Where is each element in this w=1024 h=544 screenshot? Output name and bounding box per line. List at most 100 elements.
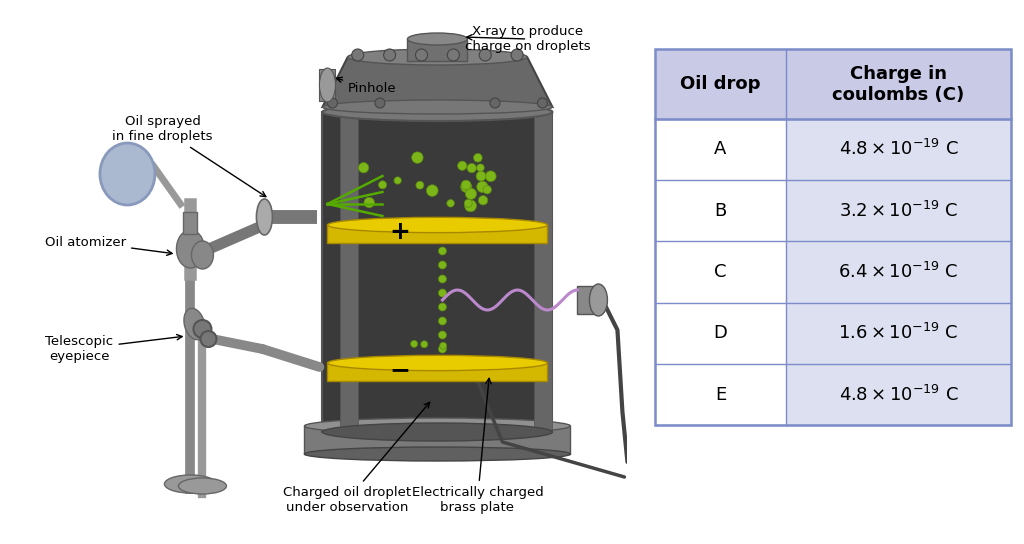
- Circle shape: [464, 199, 472, 207]
- Text: −: −: [389, 358, 410, 382]
- Text: Charged oil droplet
under observation: Charged oil droplet under observation: [284, 403, 430, 514]
- Circle shape: [461, 180, 471, 190]
- Circle shape: [411, 341, 418, 348]
- Circle shape: [426, 185, 438, 196]
- Circle shape: [394, 177, 401, 184]
- Ellipse shape: [191, 241, 213, 269]
- Text: Telescopic
eyepiece: Telescopic eyepiece: [45, 335, 182, 363]
- Circle shape: [375, 98, 385, 108]
- Text: +: +: [389, 220, 410, 244]
- Ellipse shape: [319, 68, 336, 102]
- Text: Electrically charged
brass plate: Electrically charged brass plate: [412, 378, 544, 514]
- Ellipse shape: [256, 199, 272, 235]
- Text: B: B: [715, 202, 727, 220]
- Ellipse shape: [184, 308, 205, 339]
- Circle shape: [438, 261, 446, 269]
- Ellipse shape: [304, 447, 570, 461]
- Circle shape: [465, 188, 476, 200]
- Bar: [535, 112, 552, 432]
- Bar: [183, 212, 198, 234]
- FancyBboxPatch shape: [655, 119, 785, 180]
- Text: A: A: [715, 140, 727, 158]
- Ellipse shape: [304, 418, 570, 434]
- Circle shape: [379, 181, 387, 189]
- Bar: [328, 225, 548, 243]
- Text: $4.8 \times 10^{-19}$ C: $4.8 \times 10^{-19}$ C: [839, 385, 958, 405]
- Text: E: E: [715, 386, 726, 404]
- Ellipse shape: [323, 100, 552, 114]
- Circle shape: [479, 49, 492, 61]
- Ellipse shape: [100, 143, 155, 205]
- Bar: [323, 112, 552, 432]
- Circle shape: [438, 247, 446, 255]
- Text: Oil drop: Oil drop: [680, 75, 761, 93]
- Text: $3.2 \times 10^{-19}$ C: $3.2 \times 10^{-19}$ C: [839, 201, 958, 221]
- Circle shape: [477, 181, 488, 193]
- FancyBboxPatch shape: [655, 364, 785, 425]
- Circle shape: [476, 164, 484, 171]
- Circle shape: [458, 161, 467, 170]
- Ellipse shape: [323, 103, 552, 121]
- Text: Oil atomizer: Oil atomizer: [45, 236, 172, 255]
- Circle shape: [447, 49, 460, 61]
- Circle shape: [483, 186, 492, 194]
- Ellipse shape: [348, 49, 527, 65]
- FancyBboxPatch shape: [785, 242, 1012, 302]
- Polygon shape: [323, 57, 552, 107]
- Circle shape: [438, 345, 446, 353]
- Circle shape: [384, 49, 395, 61]
- Bar: [328, 363, 548, 381]
- FancyBboxPatch shape: [785, 302, 1012, 364]
- Circle shape: [511, 49, 523, 61]
- Ellipse shape: [201, 331, 216, 347]
- Ellipse shape: [408, 33, 467, 45]
- Ellipse shape: [590, 284, 607, 316]
- FancyBboxPatch shape: [785, 364, 1012, 425]
- Circle shape: [416, 181, 424, 189]
- FancyBboxPatch shape: [655, 180, 785, 242]
- Text: Charge in
coulombs (C): Charge in coulombs (C): [833, 65, 965, 103]
- Circle shape: [438, 275, 446, 283]
- FancyBboxPatch shape: [785, 50, 1012, 119]
- Ellipse shape: [328, 218, 548, 233]
- Bar: [340, 112, 358, 432]
- Text: Oil sprayed
in fine droplets: Oil sprayed in fine droplets: [113, 115, 266, 196]
- Circle shape: [489, 98, 500, 108]
- Bar: [578, 286, 599, 314]
- Circle shape: [465, 200, 476, 212]
- Bar: [319, 69, 336, 101]
- FancyBboxPatch shape: [655, 50, 785, 119]
- Circle shape: [438, 289, 446, 297]
- Bar: [408, 39, 467, 61]
- Ellipse shape: [194, 320, 211, 338]
- Text: X-ray to produce
charge on droplets: X-ray to produce charge on droplets: [465, 25, 590, 53]
- Text: D: D: [714, 324, 727, 342]
- FancyBboxPatch shape: [655, 242, 785, 302]
- Circle shape: [412, 152, 423, 163]
- Text: $6.4 \times 10^{-19}$ C: $6.4 \times 10^{-19}$ C: [839, 262, 958, 282]
- Circle shape: [328, 98, 338, 108]
- FancyBboxPatch shape: [785, 180, 1012, 242]
- Circle shape: [421, 341, 428, 348]
- Circle shape: [358, 163, 369, 173]
- Circle shape: [473, 153, 482, 162]
- Circle shape: [438, 303, 446, 311]
- Circle shape: [416, 49, 427, 61]
- Circle shape: [538, 98, 548, 108]
- Circle shape: [438, 331, 446, 339]
- Circle shape: [351, 49, 364, 61]
- FancyBboxPatch shape: [655, 302, 785, 364]
- Ellipse shape: [165, 475, 216, 493]
- Circle shape: [478, 196, 487, 205]
- Circle shape: [485, 171, 496, 182]
- Text: $4.8 \times 10^{-19}$ C: $4.8 \times 10^{-19}$ C: [839, 139, 958, 159]
- Text: C: C: [715, 263, 727, 281]
- Circle shape: [439, 342, 446, 349]
- Circle shape: [438, 317, 446, 325]
- Circle shape: [446, 200, 455, 207]
- Bar: [304, 426, 570, 454]
- FancyBboxPatch shape: [785, 119, 1012, 180]
- Bar: [655, 50, 1012, 425]
- Ellipse shape: [176, 230, 205, 268]
- Ellipse shape: [323, 423, 552, 441]
